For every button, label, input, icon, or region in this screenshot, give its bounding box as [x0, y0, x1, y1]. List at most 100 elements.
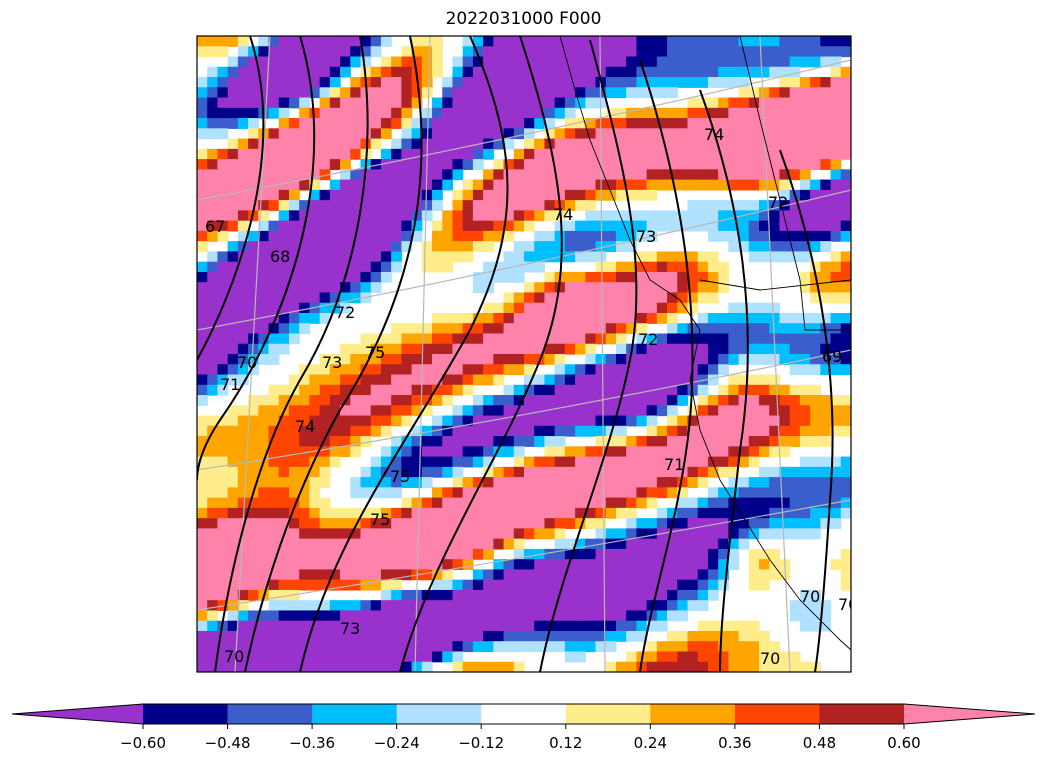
field-cell [840, 559, 851, 571]
field-cell [411, 159, 423, 170]
field-cell [636, 528, 648, 540]
field-cell [799, 610, 811, 622]
field-cell [217, 641, 229, 653]
field-cell [605, 87, 617, 99]
field-cell [411, 220, 423, 232]
field-cell [707, 661, 719, 672]
field-cell [503, 589, 515, 601]
field-cell [554, 641, 566, 653]
contour-label: 70 [800, 587, 820, 606]
field-cell [340, 641, 351, 653]
field-cell [820, 466, 832, 478]
field-cell [340, 518, 351, 529]
field-cell [626, 600, 638, 612]
field-cell [258, 415, 270, 427]
field-cell [677, 128, 689, 140]
field-cell [340, 651, 351, 663]
field-cell [370, 107, 382, 119]
field-cell [197, 548, 208, 560]
field-cell [299, 548, 311, 560]
field-cell [738, 425, 750, 437]
field-cell [544, 189, 556, 201]
contour-label: 74 [295, 417, 315, 436]
field-cell [452, 354, 464, 365]
field-cell [248, 251, 259, 263]
field-cell [401, 477, 413, 488]
colorbar-tick-label: 0.60 [887, 734, 920, 752]
field-cell [728, 395, 740, 406]
field-cell [769, 425, 781, 437]
field-cell [462, 179, 474, 191]
field-cell [288, 312, 300, 324]
field-cell [615, 466, 627, 478]
field-cell [503, 261, 515, 273]
field-cell [615, 36, 627, 47]
field-cell [626, 241, 638, 253]
field-cell [615, 323, 627, 335]
field-cell [524, 210, 535, 222]
field-cell [615, 415, 627, 427]
field-cell [667, 487, 678, 499]
field-cell [411, 323, 423, 335]
field-cell [452, 589, 464, 601]
field-cell [370, 466, 382, 478]
field-cell [718, 312, 729, 324]
field-cell [524, 641, 535, 653]
field-cell [319, 97, 331, 109]
field-cell [360, 405, 372, 417]
field-cell [769, 323, 781, 335]
field-cell [799, 97, 811, 109]
field-cell [615, 487, 627, 499]
field-cell [626, 271, 638, 283]
field-cell [319, 312, 331, 324]
field-cell [667, 261, 678, 273]
field-cell [380, 528, 392, 540]
field-cell [432, 589, 443, 601]
field-cell [227, 261, 239, 273]
field-cell [626, 323, 638, 335]
field-cell [288, 36, 300, 47]
field-cell [227, 220, 239, 232]
field-cell [462, 446, 474, 458]
field-cell [646, 425, 658, 437]
field-cell [687, 159, 699, 170]
field-cell [319, 210, 331, 222]
field-cell [319, 456, 331, 468]
field-cell [472, 497, 484, 509]
field-cell [421, 569, 433, 581]
field-cell [207, 518, 219, 529]
field-cell [575, 405, 586, 417]
field-cell [534, 477, 546, 488]
field-cell [360, 436, 372, 447]
field-cell [309, 456, 321, 468]
field-cell [493, 128, 505, 140]
field-cell [207, 179, 219, 191]
field-cell [360, 425, 372, 437]
field-cell [288, 436, 300, 447]
field-cell [513, 364, 525, 376]
field-cell [575, 36, 586, 47]
field-cell [820, 456, 832, 468]
field-cell [207, 651, 219, 663]
field-cell [197, 630, 208, 642]
field-cell [636, 343, 648, 355]
field-cell [319, 374, 331, 386]
field-cell [513, 497, 525, 509]
field-cell [483, 312, 494, 324]
field-cell [197, 210, 208, 222]
field-cell [779, 169, 791, 181]
field-cell [288, 282, 300, 294]
field-cell [462, 456, 474, 468]
field-cell [370, 651, 382, 663]
field-cell [636, 282, 648, 294]
field-cell [748, 661, 760, 672]
field-cell [329, 97, 341, 109]
field-cell [748, 405, 760, 417]
field-cell [309, 46, 321, 58]
field-cell [197, 97, 208, 109]
field-cell [288, 548, 300, 560]
field-cell [513, 323, 525, 335]
field-cell [401, 446, 413, 458]
field-cell [769, 415, 781, 427]
field-cell [411, 630, 423, 642]
